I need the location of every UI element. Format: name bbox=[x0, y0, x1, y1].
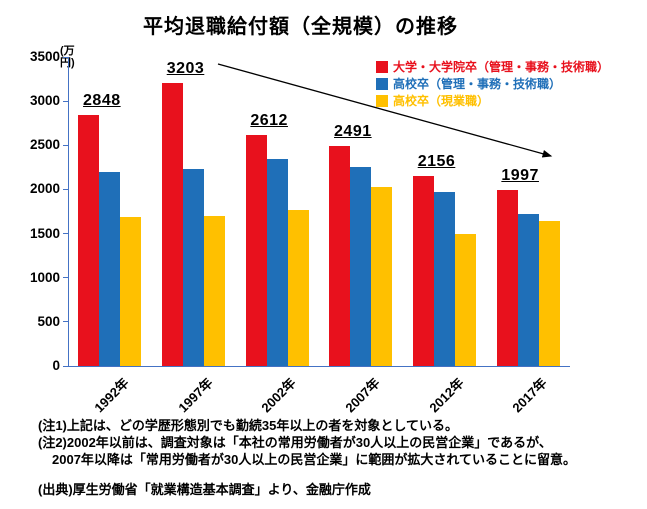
y-tick-label-2500: 2500 bbox=[29, 137, 60, 153]
x-axis-label-2002年: 2002年 bbox=[258, 375, 299, 416]
bar-univ-grad-2002年 bbox=[245, 135, 267, 366]
bar-highschool-field-2007年 bbox=[371, 186, 393, 366]
value-label-2002年: 2612 bbox=[250, 112, 288, 130]
x-axis-label-2017年: 2017年 bbox=[509, 375, 550, 416]
y-tick-label-500: 500 bbox=[37, 313, 60, 329]
value-label-2017年: 1997 bbox=[501, 166, 539, 184]
y-tick-mark-0 bbox=[63, 365, 68, 367]
value-label-2007年: 2491 bbox=[334, 123, 372, 141]
value-label-2012年: 2156 bbox=[417, 152, 456, 170]
legend-item-highschool-admin: 高校卒（管理・事務・技術職） bbox=[376, 75, 609, 92]
footnote-2-continued: 2007年以降は「常用労働者が30人以上の民営企業」に範囲が拡大されていることに… bbox=[52, 452, 576, 467]
source-note: (出典)厚生労働省「就業構造基本調査」より、金融庁作成 bbox=[38, 482, 371, 497]
value-label-1992年: 2848 bbox=[83, 91, 121, 109]
bar-highschool-admin-2002年 bbox=[266, 158, 288, 366]
footnotes: (注1)上記は、どの学歴形態別でも勤続35年以上の者を対象としている。 (注2)… bbox=[38, 417, 638, 498]
bar-highschool-admin-2007年 bbox=[350, 167, 372, 366]
bar-highschool-admin-2017年 bbox=[517, 214, 539, 366]
legend-swatch-highschool-admin bbox=[376, 77, 388, 90]
y-tick-label-0: 0 bbox=[52, 358, 60, 373]
bar-highschool-field-1992年 bbox=[120, 216, 142, 366]
y-tick-label-3500: 3500 bbox=[29, 49, 60, 64]
x-axis-label-1992年: 1992年 bbox=[91, 375, 132, 416]
y-axis-line bbox=[68, 57, 69, 366]
bar-highschool-field-2017年 bbox=[538, 221, 560, 366]
bar-highschool-admin-1997年 bbox=[183, 169, 204, 366]
legend-item-highschool-field: 高校卒（現業職） bbox=[376, 92, 609, 109]
bar-univ-grad-1997年 bbox=[162, 83, 183, 366]
y-tick-label-1500: 1500 bbox=[29, 225, 60, 241]
bar-highschool-field-2002年 bbox=[287, 209, 309, 366]
chart-legend: 大学・大学院卒（管理・事務・技術職） 高校卒（管理・事務・技術職） 高校卒（現業職） bbox=[376, 58, 609, 109]
bar-univ-grad-1992年 bbox=[78, 114, 100, 366]
x-axis-label-2007年: 2007年 bbox=[342, 375, 383, 416]
footnote-1: (注1)上記は、どの学歴形態別でも勤続35年以上の者を対象としている。 bbox=[38, 418, 458, 433]
bar-univ-grad-2012年 bbox=[413, 175, 434, 366]
legend-label-highschool-field: 高校卒（現業職） bbox=[393, 93, 490, 108]
bar-highschool-admin-1992年 bbox=[99, 171, 121, 366]
y-tick-mark-1500 bbox=[63, 233, 68, 235]
bar-highschool-field-1997年 bbox=[204, 215, 225, 366]
footnote-2: (注2)2002年以前は、調査対象は「本社の常用労働者が30人以上の民営企業」で… bbox=[38, 435, 552, 450]
bar-highschool-field-2012年 bbox=[455, 233, 476, 366]
y-tick-mark-1000 bbox=[63, 277, 68, 279]
bar-univ-grad-2017年 bbox=[496, 189, 518, 366]
y-tick-mark-2000 bbox=[63, 188, 68, 190]
y-tick-label-3000: 3000 bbox=[29, 93, 60, 109]
chart-title: 平均退職給付額（全規模）の推移 bbox=[143, 16, 458, 38]
value-label-1997年: 3203 bbox=[166, 60, 205, 78]
x-axis-line bbox=[68, 366, 570, 367]
legend-label-univ-grad: 大学・大学院卒（管理・事務・技術職） bbox=[393, 59, 610, 74]
y-tick-mark-3500 bbox=[63, 56, 68, 58]
y-tick-mark-3000 bbox=[63, 100, 68, 102]
legend-swatch-highschool-field bbox=[376, 94, 388, 107]
bar-univ-grad-2007年 bbox=[329, 146, 351, 366]
y-tick-label-2000: 2000 bbox=[29, 181, 60, 197]
y-tick-label-1000: 1000 bbox=[29, 269, 60, 285]
y-axis-unit-label: (万円) bbox=[60, 45, 75, 69]
bar-highschool-admin-2012年 bbox=[434, 192, 455, 366]
y-tick-mark-500 bbox=[63, 321, 68, 323]
legend-label-highschool-admin: 高校卒（管理・事務・技術職） bbox=[393, 76, 562, 91]
x-axis-label-2012年: 2012年 bbox=[425, 375, 467, 416]
x-axis-label-1997年: 1997年 bbox=[174, 375, 216, 416]
y-tick-mark-2500 bbox=[63, 144, 68, 146]
legend-item-univ-grad: 大学・大学院卒（管理・事務・技術職） bbox=[376, 58, 609, 75]
legend-swatch-univ-grad bbox=[376, 60, 388, 73]
